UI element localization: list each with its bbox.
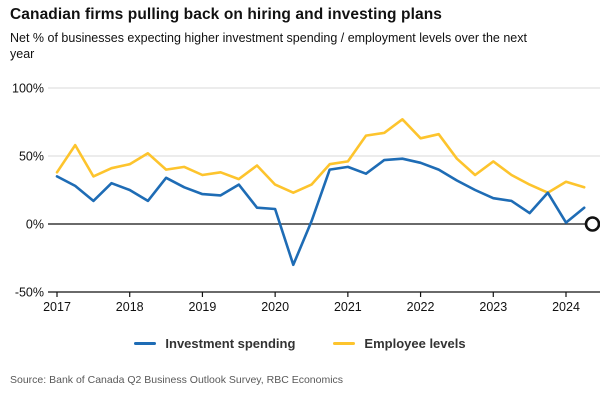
series-line-investment-spending (55, 157, 586, 267)
legend-item-employee-levels: Employee levels (333, 336, 466, 351)
x-tick-label: 2021 (334, 300, 362, 314)
x-tick-label: 2020 (261, 300, 289, 314)
legend-label-investment-spending: Investment spending (165, 336, 296, 351)
x-tick-label: 2019 (189, 300, 217, 314)
legend: Investment spending Employee levels (0, 336, 600, 351)
y-tick-label: 0% (26, 218, 44, 232)
x-tick-label: 2023 (479, 300, 507, 314)
x-tick-label: 2018 (116, 300, 144, 314)
legend-swatch-investment-spending (134, 341, 157, 346)
legend-item-investment-spending: Investment spending (134, 336, 295, 351)
x-tick-label: 2024 (552, 300, 580, 314)
legend-swatch-employee-levels (333, 341, 356, 346)
chart-subtitle: Net % of businesses expecting higher inv… (10, 31, 527, 61)
series-line-employee-levels (55, 118, 586, 194)
legend-label-employee-levels: Employee levels (364, 336, 466, 351)
x-tick-label: 2022 (407, 300, 435, 314)
y-tick-label: -50% (15, 286, 44, 300)
zero-line-end-marker (584, 216, 600, 232)
y-tick-label: 50% (19, 150, 44, 164)
source-note: Source: Bank of Canada Q2 Business Outlo… (10, 374, 344, 386)
x-tick-label: 2017 (43, 300, 71, 314)
chart-title: Canadian firms pulling back on hiring an… (10, 6, 443, 23)
y-tick-label: 100% (12, 82, 44, 96)
